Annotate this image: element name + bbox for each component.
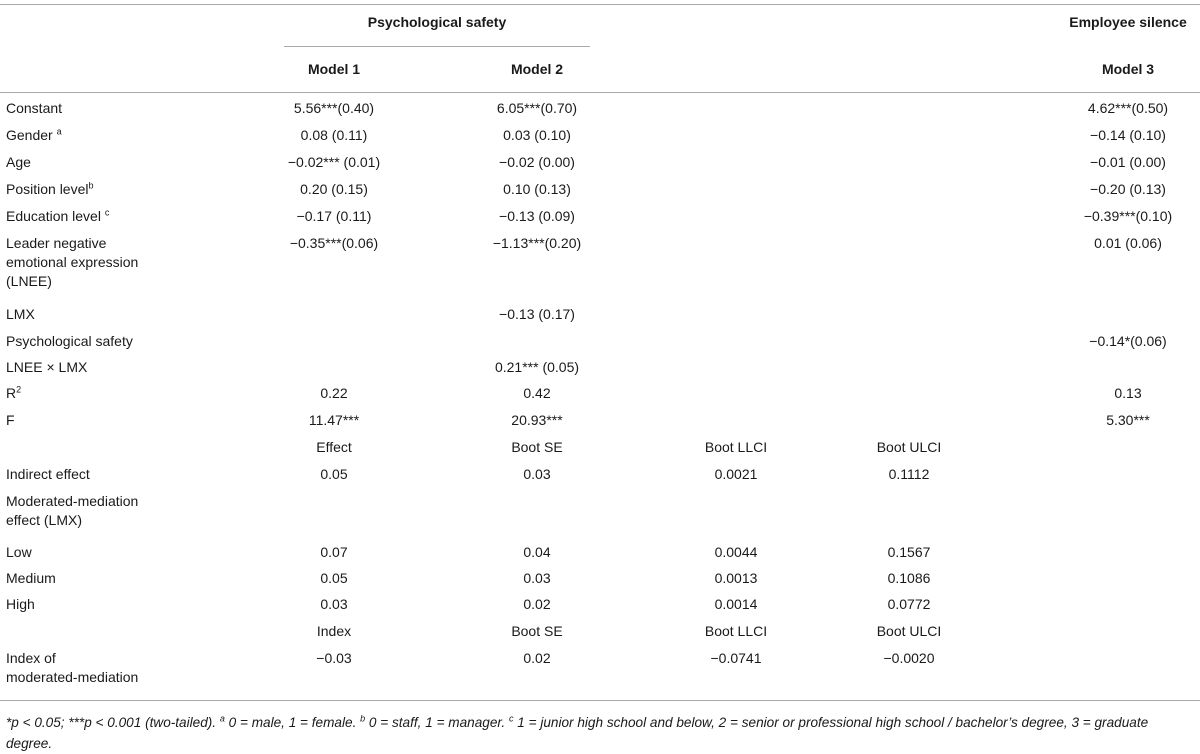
cell-model-3: 0.01 (0.06) — [1094, 235, 1162, 251]
effect-cell: 0.03 — [523, 466, 551, 482]
effect-column-header: Boot ULCI — [876, 439, 942, 455]
footnote-text: *p < 0.05; ***p < 0.001 (two-tailed). — [6, 715, 220, 730]
cell-model-2: −0.02 (0.00) — [499, 154, 575, 170]
model-header: Model 3 — [1101, 61, 1155, 77]
cell-model-3: −0.20 (0.13) — [1090, 181, 1166, 197]
cell-model-1: −0.02*** (0.01) — [287, 154, 381, 170]
row-label: Constant — [6, 100, 63, 116]
index-column-header: Index — [316, 623, 352, 639]
index-column-header: Boot LLCI — [704, 623, 768, 639]
cell-model-1: 11.47*** — [308, 412, 360, 428]
row-label: Low — [6, 544, 32, 560]
cell-model-2: −1.13***(0.20) — [492, 235, 582, 251]
cell-model-1: −0.35***(0.06) — [289, 235, 379, 251]
effect-cell: 0.0014 — [714, 596, 758, 612]
cell-model-1: 0.20 (0.15) — [300, 181, 368, 197]
model-header: Model 2 — [510, 61, 564, 77]
effect-cell: 0.04 — [523, 544, 551, 560]
superscript-note-marker: b — [88, 180, 94, 191]
row-label: F — [6, 412, 15, 428]
row-label: Leader negative — [6, 235, 107, 251]
cell-model-3: 4.62***(0.50) — [1087, 100, 1169, 116]
row-label: effect (LMX) — [6, 512, 82, 528]
effect-cell: 0.1112 — [888, 466, 930, 482]
effect-cell: −0.03 — [316, 650, 352, 666]
cell-model-2: 0.03 (0.10) — [503, 127, 571, 143]
cell-model-2: 20.93*** — [511, 412, 563, 428]
row-label: Psychological safety — [6, 333, 133, 349]
row-label: Medium — [6, 570, 56, 586]
cell-model-1: 0.08 (0.11) — [300, 127, 368, 143]
effect-column-header: Effect — [316, 439, 352, 455]
effect-cell: 0.07 — [320, 544, 348, 560]
top-rule — [0, 4, 1200, 5]
row-label: Indirect effect — [6, 466, 90, 482]
index-column-header: Boot ULCI — [876, 623, 942, 639]
effect-cell: 0.0772 — [887, 596, 931, 612]
effect-cell: 0.05 — [320, 570, 348, 586]
effect-cell: 0.03 — [523, 570, 551, 586]
effect-cell: −0.0741 — [710, 650, 762, 666]
group-header-employee-silence: Employee silence — [1069, 14, 1187, 30]
cell-model-2: 0.21*** (0.05) — [494, 359, 580, 375]
row-label: Age — [6, 154, 31, 170]
effect-cell: −0.0020 — [883, 650, 935, 666]
effect-cell: 0.02 — [523, 596, 551, 612]
cell-model-1: 0.22 — [320, 385, 348, 401]
row-label: Gender a — [6, 126, 62, 143]
row-label: LNEE × LMX — [6, 359, 88, 375]
header-rule — [0, 92, 1200, 93]
row-label: High — [6, 596, 35, 612]
bottom-rule — [0, 700, 1200, 701]
row-label: Position levelb — [6, 180, 94, 197]
effect-cell: 0.02 — [523, 650, 551, 666]
footnote-marker: b — [360, 713, 366, 724]
footnote-text: 1 = junior high school and below, 2 = se… — [6, 715, 1149, 751]
effect-cell: 0.03 — [320, 596, 348, 612]
effect-cell: 0.0013 — [714, 570, 758, 586]
effect-column-header: Boot SE — [511, 439, 563, 455]
row-label: Index of — [6, 650, 56, 666]
footnote-marker: a — [219, 713, 225, 724]
superscript-note-marker: a — [56, 126, 62, 137]
effect-cell: 0.0021 — [714, 466, 758, 482]
cell-model-2: 0.42 — [523, 385, 551, 401]
cell-model-1: −0.17 (0.11) — [296, 208, 372, 224]
effect-cell: 0.0044 — [714, 544, 758, 560]
footnote-marker: c — [508, 713, 514, 724]
row-label: emotional expression — [6, 254, 139, 270]
cell-model-3: −0.01 (0.00) — [1090, 154, 1166, 170]
cell-model-3: −0.14 (0.10) — [1090, 127, 1166, 143]
cell-model-3: 5.30*** — [1106, 412, 1150, 428]
cell-model-2: 0.10 (0.13) — [503, 181, 571, 197]
row-label: (LNEE) — [6, 273, 52, 289]
effect-column-header: Boot LLCI — [704, 439, 768, 455]
row-label: moderated-mediation — [6, 669, 139, 685]
effect-cell: 0.1086 — [887, 570, 931, 586]
footnote-text: 0 = male, 1 = female. — [224, 715, 361, 730]
superscript-note-marker: 2 — [16, 384, 22, 395]
footnote-text: 0 = staff, 1 = manager. — [365, 715, 509, 730]
effect-cell: 0.05 — [320, 466, 348, 482]
row-label: LMX — [6, 306, 35, 322]
cell-model-3: −0.14*(0.06) — [1089, 333, 1167, 349]
group-header-psychological-safety: Psychological safety — [367, 14, 507, 30]
table-footnote: *p < 0.05; ***p < 0.001 (two-tailed). a … — [6, 712, 1191, 754]
cell-model-3: −0.39***(0.10) — [1083, 208, 1173, 224]
model-header: Model 1 — [307, 61, 361, 77]
psych-safety-underline — [284, 46, 590, 47]
cell-model-2: 6.05***(0.70) — [496, 100, 578, 116]
cell-model-2: −0.13 (0.09) — [499, 208, 575, 224]
cell-model-3: 0.13 — [1114, 385, 1142, 401]
index-column-header: Boot SE — [511, 623, 563, 639]
effect-cell: 0.1567 — [887, 544, 931, 560]
row-label: Moderated-mediation — [6, 493, 139, 509]
row-label: R2 — [6, 384, 22, 401]
superscript-note-marker: c — [104, 207, 110, 218]
cell-model-1: 5.56***(0.40) — [293, 100, 375, 116]
row-label: Education level c — [6, 207, 110, 224]
cell-model-2: −0.13 (0.17) — [499, 306, 575, 322]
